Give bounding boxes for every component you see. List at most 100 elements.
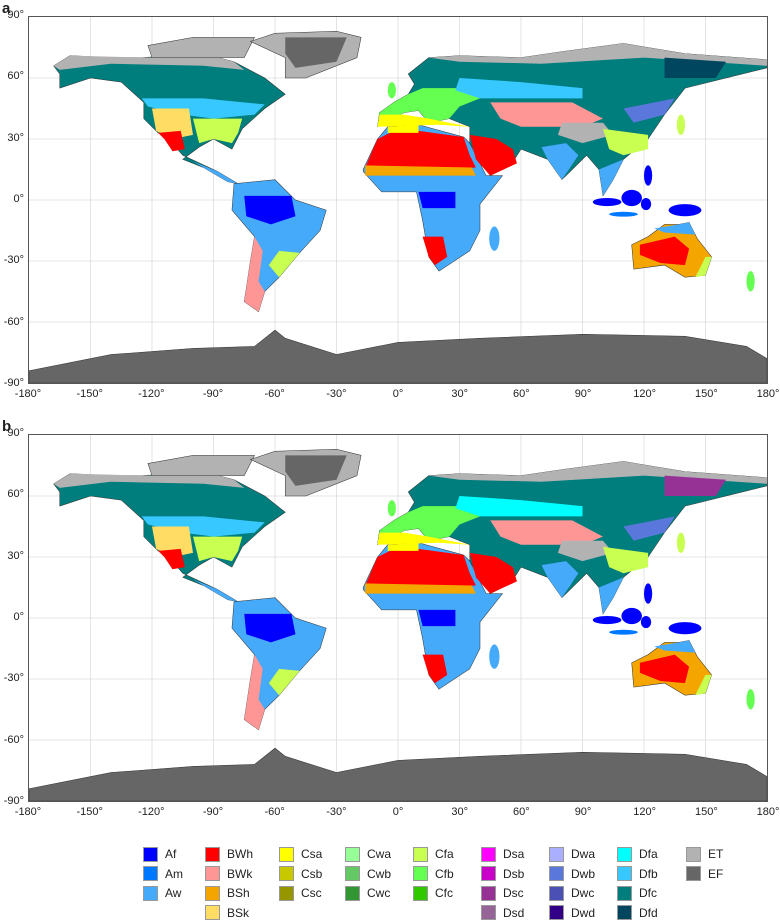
legend-item-ef: EF: [686, 866, 723, 882]
legend-label: Aw: [165, 886, 182, 900]
legend-swatch: [481, 885, 496, 901]
legend-swatch: [617, 866, 632, 881]
na-bwh: [158, 130, 185, 152]
australia-bwh: [639, 654, 690, 684]
lat-tick-label: 60°: [7, 488, 24, 501]
legend-label: Dwa: [571, 847, 596, 861]
legend-swatch: [413, 866, 428, 881]
ca-aw: [182, 155, 239, 184]
map-panel-b: [28, 434, 768, 802]
legend-swatch: [413, 846, 428, 862]
sumatra: [592, 197, 622, 207]
legend-item-cfc: Cfc: [413, 885, 453, 901]
lat-tick-label: 30°: [7, 131, 24, 144]
legend-label: Csa: [301, 847, 323, 861]
legend-item-aw: Aw: [143, 885, 181, 901]
arctic-islands: [147, 455, 255, 476]
amazon-af: [244, 195, 296, 225]
east-australia-cfa: [695, 674, 712, 696]
mediterranean-csa: [377, 114, 470, 127]
lon-tick-label: -90°: [202, 806, 224, 818]
lon-tick-label: 90°: [574, 388, 592, 400]
legend-item-cwc: Cwc: [345, 885, 390, 901]
legend-swatch: [549, 905, 564, 920]
legend-label: Cfa: [435, 847, 454, 861]
na-bsk: [152, 108, 193, 139]
lat-tick-label: -90°: [3, 376, 24, 389]
legend-label: EF: [708, 866, 724, 881]
lat-tick-label: -90°: [3, 794, 24, 807]
legend-item-cfb: Cfb: [413, 866, 454, 882]
legend-label: Af: [165, 847, 177, 861]
madagascar: [489, 226, 500, 251]
legend-swatch: [686, 866, 701, 881]
ne-siberia: [664, 475, 726, 496]
congo-af: [418, 609, 456, 627]
climate-legend: Af Am Aw BWh BWk BSh BSk Csa Csb Csc Cwa Cwb Cwc Cfa C…: [143, 846, 723, 922]
legend-swatch: [549, 866, 564, 881]
lon-tick-label: 0°: [392, 806, 404, 818]
sulawesi: [640, 197, 652, 211]
arabia-bwh: [469, 134, 517, 176]
legend-swatch: [345, 866, 360, 881]
legend-label: Dsd: [503, 905, 525, 920]
java: [609, 211, 638, 217]
ca-aw: [182, 573, 239, 602]
legend-label: Dfa: [639, 847, 658, 861]
legend-item-af: Af: [143, 846, 176, 862]
legend-label: Cwa: [367, 847, 392, 861]
legend-item-dwc: Dwc: [549, 885, 594, 901]
legend-swatch: [205, 905, 220, 920]
legend-swatch: [143, 846, 158, 862]
legend-swatch: [279, 866, 294, 881]
japan: [676, 114, 685, 135]
sahel-bsh: [365, 165, 476, 176]
china-cfa: [603, 546, 649, 574]
greenland-icecap: [285, 37, 347, 68]
russia-dfb: [455, 496, 583, 517]
legend-item-et: ET: [686, 846, 723, 862]
legend-swatch: [143, 885, 158, 901]
lat-tick-label: 90°: [7, 427, 24, 439]
legend-item-csc: Csc: [279, 885, 322, 901]
legend-label: Dsb: [503, 866, 525, 881]
great-britain: [387, 82, 396, 99]
arctic-islands: [147, 37, 255, 58]
legend-item-dfd: Dfd: [617, 905, 658, 921]
legend-swatch: [205, 885, 220, 901]
lon-tick-label: -60°: [264, 806, 285, 818]
legend-label: Dsa: [503, 847, 525, 861]
sahel-bsh: [365, 583, 476, 594]
kalahari-bwh: [422, 654, 448, 684]
lon-tick-label: 150°: [694, 806, 718, 818]
legend-label: Dwb: [571, 866, 596, 881]
legend-swatch: [617, 885, 632, 901]
legend-item-dfc: Dfc: [617, 885, 657, 901]
legend-label: Csb: [301, 866, 323, 881]
se-asia-aw: [598, 577, 624, 614]
ne-asia-dwb: [623, 516, 675, 541]
legend-label: Am: [165, 866, 183, 881]
arabia-bwh: [469, 552, 517, 594]
lon-tick-label: 60°: [513, 388, 530, 400]
legend-swatch: [481, 846, 496, 862]
lon-tick-label: 150°: [694, 388, 718, 400]
legend-label: Dfc: [639, 886, 657, 900]
lat-tick-label: 60°: [7, 70, 24, 83]
legend-label: BWh: [227, 847, 254, 861]
lat-tick-label: 90°: [7, 9, 24, 21]
legend-item-dwa: Dwa: [549, 846, 595, 862]
ne-siberia: [664, 57, 726, 78]
legend-item-csb: Csb: [279, 866, 322, 882]
lon-tick-label: 180°: [756, 806, 780, 818]
legend-item-dfb: Dfb: [617, 866, 658, 882]
lon-tick-label: 180°: [756, 388, 780, 400]
sahara-bwh: [365, 130, 476, 170]
legend-swatch: [345, 885, 360, 901]
japan: [676, 532, 685, 553]
new-zealand: [746, 689, 755, 710]
se-asia-aw: [598, 159, 624, 196]
lon-tick-label: -60°: [264, 388, 285, 400]
legend-label: BWk: [227, 866, 253, 881]
legend-swatch: [279, 846, 294, 862]
